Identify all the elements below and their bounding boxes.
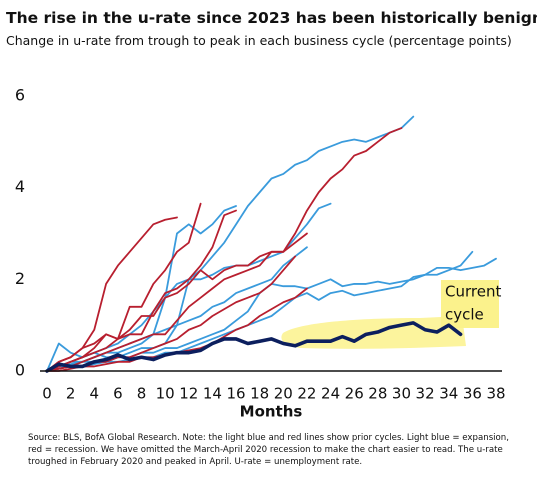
x-tick-label: 38 (486, 385, 505, 403)
series-line (46, 232, 308, 372)
y-tick-label: 6 (15, 86, 25, 105)
chart-title: The rise in the u-rate since 2023 has be… (6, 9, 537, 27)
x-tick-label: 12 (179, 385, 198, 403)
footnote: Source: BLS, BofA Global Research. Note:… (28, 433, 509, 467)
lines (45, 115, 497, 373)
x-tick-label: 20 (274, 385, 293, 403)
x-tick-label: 28 (368, 385, 387, 403)
series-line (46, 287, 308, 372)
annotation: Current (445, 283, 501, 301)
x-tick-label: 32 (416, 385, 435, 403)
chart-subtitle: Change in u-rate from trough to peak in … (6, 33, 512, 48)
x-tick-label: 2 (66, 385, 76, 403)
x-axis-title: Months (240, 403, 303, 421)
annotation-box (441, 280, 499, 328)
y-tick-label: 0 (15, 361, 25, 380)
y-tick-label: 2 (15, 269, 25, 288)
x-tick-label: 0 (42, 385, 52, 403)
x-tick-label: 10 (156, 385, 175, 403)
series-line (46, 209, 237, 372)
x-tick-label: 8 (137, 385, 147, 403)
series-line (45, 321, 463, 373)
y-tick-label: 4 (15, 177, 25, 196)
x-tick-label: 34 (439, 385, 458, 403)
x-tick-label: 16 (227, 385, 246, 403)
x-tick-label: 26 (345, 385, 364, 403)
x-tick-label: 36 (463, 385, 482, 403)
x-tick-label: 24 (321, 385, 340, 403)
series-line (46, 216, 178, 372)
x-tick-label: 18 (250, 385, 269, 403)
annotation: cycle (445, 306, 484, 324)
x-tick-label: 14 (203, 385, 222, 403)
x-tick-label: 22 (297, 385, 316, 403)
x-tick-label: 4 (89, 385, 99, 403)
x-tick-label: 30 (392, 385, 411, 403)
x-tick-label: 6 (113, 385, 123, 403)
